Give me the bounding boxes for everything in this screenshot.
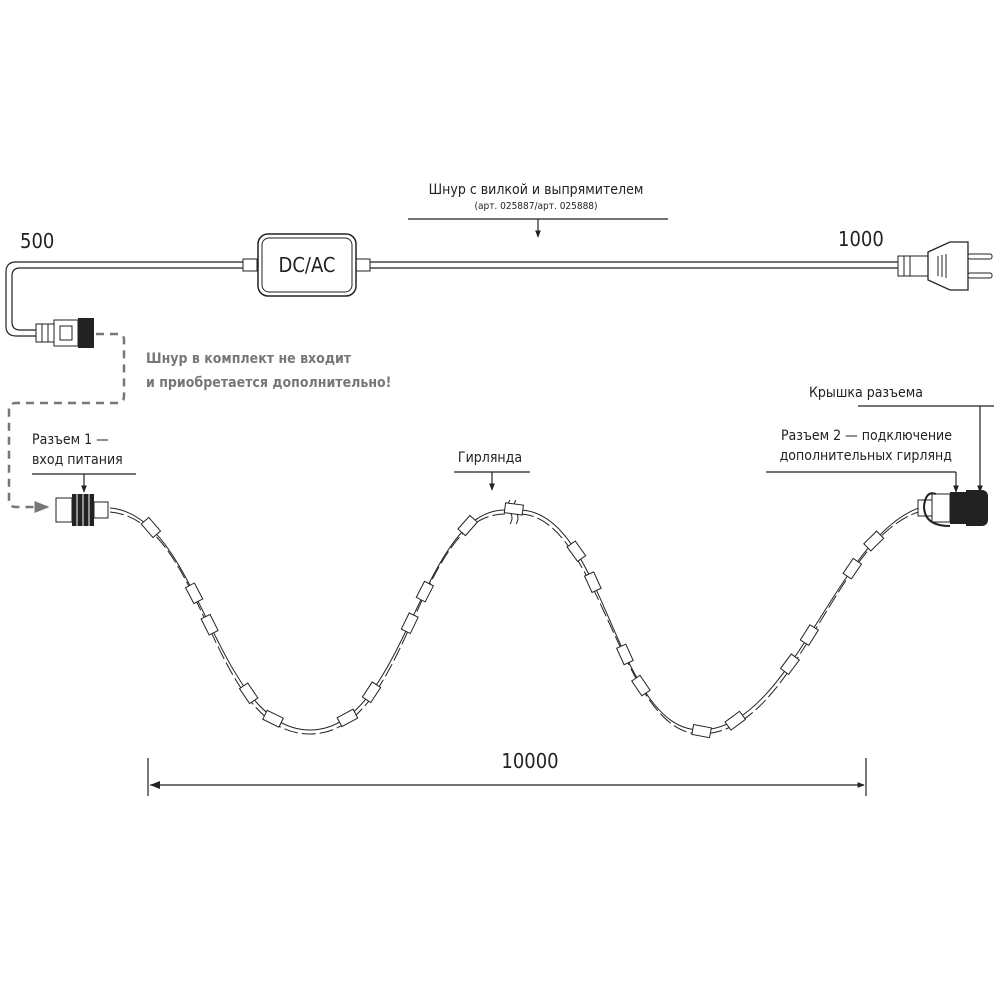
led-bulb (691, 723, 712, 739)
led-bulb (184, 582, 204, 605)
garland-string (109, 499, 931, 739)
connector1-line1: Разъем 1 — (32, 432, 109, 448)
module-label: DC/AC (278, 253, 335, 277)
led-bulb (361, 681, 382, 704)
power-cord (5, 258, 898, 337)
connector2-line1: Разъем 2 — подключение (781, 428, 952, 444)
led-bulb (140, 516, 162, 539)
led-bulb (863, 530, 885, 552)
length-dimension: 10000 (147, 749, 867, 796)
connector2-line2: дополнительных гирлянд (780, 448, 953, 464)
led-bulb (842, 557, 863, 580)
led-bulb (457, 514, 479, 537)
length-value: 10000 (501, 749, 558, 773)
led-bulb (262, 709, 284, 728)
led-bulb (615, 643, 634, 666)
length-right: 1000 (838, 227, 884, 251)
cord-connector (35, 318, 94, 348)
led-bulb (400, 612, 419, 635)
led-bulb (566, 540, 587, 563)
connector2 (917, 490, 988, 527)
led-bulb (583, 571, 602, 594)
cord-article: (арт. 025887/арт. 025888) (474, 201, 597, 212)
connector-cap (966, 490, 988, 526)
led-bulbs (140, 502, 885, 739)
garland-label: Гирлянда (458, 450, 522, 466)
led-bulb (336, 708, 359, 728)
connector1 (55, 494, 109, 526)
led-bulb (724, 710, 747, 731)
plug (897, 241, 993, 291)
note-line1: Шнур в комплект не входит (146, 351, 352, 367)
optional-cord-dashed-link (7, 332, 126, 513)
cord-title: Шнур с вилкой и выпрямителем (429, 182, 644, 198)
led-bulb (799, 624, 820, 647)
connector1-line2: вход питания (32, 452, 123, 468)
led-bulb (200, 613, 219, 636)
led-bulb (630, 674, 651, 697)
length-left: 500 (20, 229, 54, 253)
led-bulb (238, 682, 259, 705)
dc-ac-module: DC/AC (257, 233, 357, 297)
cap-label: Крышка разъема (809, 385, 923, 401)
led-bulb (779, 653, 801, 676)
note-line2: и приобретается дополнительно! (146, 375, 391, 391)
led-bulb (415, 580, 435, 603)
led-bulb (503, 502, 525, 516)
